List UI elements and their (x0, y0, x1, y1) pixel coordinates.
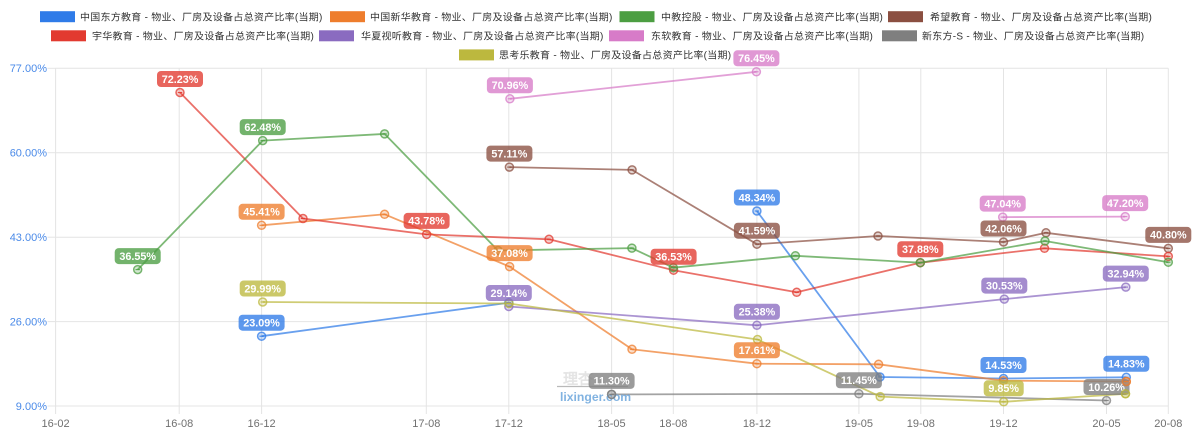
svg-text:华夏视听教育 - 物业、厂房及设备占总资产比率(当期): 华夏视听教育 - 物业、厂房及设备占总资产比率(当期) (361, 31, 604, 43)
svg-text:东软教育 - 物业、厂房及设备占总资产比率(当期): 东软教育 - 物业、厂房及设备占总资产比率(当期) (651, 31, 873, 43)
svg-text:72.23%: 72.23% (162, 74, 199, 86)
svg-text:16-12: 16-12 (248, 418, 276, 430)
svg-text:48.34%: 48.34% (739, 192, 776, 204)
svg-text:77.00%: 77.00% (10, 63, 48, 75)
svg-text:新东方-S - 物业、厂房及设备占总资产比率(当期): 新东方-S - 物业、厂房及设备占总资产比率(当期) (922, 31, 1144, 43)
svg-text:希望教育 - 物业、厂房及设备占总资产比率(当期): 希望教育 - 物业、厂房及设备占总资产比率(当期) (930, 12, 1152, 24)
svg-text:37.08%: 37.08% (491, 248, 528, 260)
svg-text:lixinger.com: lixinger.com (560, 390, 631, 404)
svg-text:19-12: 19-12 (989, 418, 1017, 430)
svg-text:37.88%: 37.88% (902, 244, 939, 256)
svg-text:36.53%: 36.53% (655, 252, 692, 264)
svg-text:10.26%: 10.26% (1088, 382, 1125, 394)
svg-text:42.06%: 42.06% (985, 223, 1022, 235)
svg-text:9.85%: 9.85% (988, 383, 1019, 395)
svg-text:57.11%: 57.11% (491, 148, 527, 160)
svg-text:29.99%: 29.99% (244, 283, 281, 295)
svg-text:18-05: 18-05 (598, 418, 626, 430)
svg-text:17-12: 17-12 (495, 418, 523, 430)
svg-text:47.04%: 47.04% (984, 198, 1021, 210)
svg-text:47.20%: 47.20% (1107, 198, 1144, 210)
svg-text:70.96%: 70.96% (492, 80, 529, 92)
svg-text:60.00%: 60.00% (10, 148, 48, 160)
svg-text:11.30%: 11.30% (594, 376, 630, 388)
svg-text:23.09%: 23.09% (243, 318, 280, 330)
svg-text:宇华教育 - 物业、厂房及设备占总资产比率(当期): 宇华教育 - 物业、厂房及设备占总资产比率(当期) (92, 31, 314, 43)
svg-text:14.83%: 14.83% (1108, 359, 1145, 371)
svg-text:29.14%: 29.14% (490, 288, 527, 300)
svg-text:中国新华教育 - 物业、厂房及设备占总资产比率(当期): 中国新华教育 - 物业、厂房及设备占总资产比率(当期) (370, 12, 613, 24)
svg-text:30.53%: 30.53% (986, 280, 1023, 292)
svg-text:20-05: 20-05 (1092, 418, 1120, 430)
svg-text:43.78%: 43.78% (408, 216, 445, 228)
svg-text:16-02: 16-02 (42, 418, 70, 430)
svg-text:9.00%: 9.00% (16, 401, 47, 413)
svg-text:25.38%: 25.38% (739, 307, 776, 319)
svg-text:45.41%: 45.41% (243, 207, 280, 219)
svg-text:17.61%: 17.61% (739, 345, 776, 357)
svg-text:36.55%: 36.55% (119, 251, 156, 263)
svg-text:中教控股 - 物业、厂房及设备占总资产比率(当期): 中教控股 - 物业、厂房及设备占总资产比率(当期) (661, 12, 883, 24)
svg-text:18-08: 18-08 (659, 418, 687, 430)
svg-text:41.59%: 41.59% (739, 226, 776, 238)
svg-text:14.53%: 14.53% (985, 360, 1022, 372)
svg-text:43.00%: 43.00% (10, 232, 48, 244)
svg-text:26.00%: 26.00% (10, 317, 48, 329)
svg-text:18-12: 18-12 (743, 418, 771, 430)
svg-text:62.48%: 62.48% (244, 122, 281, 134)
svg-text:中国东方教育 - 物业、厂房及设备占总资产比率(当期): 中国东方教育 - 物业、厂房及设备占总资产比率(当期) (80, 12, 323, 24)
svg-text:16-08: 16-08 (165, 418, 193, 430)
svg-text:19-05: 19-05 (845, 418, 873, 430)
svg-text:40.80%: 40.80% (1150, 230, 1187, 242)
svg-text:19-08: 19-08 (907, 418, 935, 430)
svg-text:32.94%: 32.94% (1107, 268, 1144, 280)
svg-text:20-08: 20-08 (1154, 418, 1182, 430)
svg-text:理杏: 理杏 (563, 371, 594, 388)
svg-text:76.45%: 76.45% (738, 53, 775, 65)
svg-text:思考乐教育 - 物业、厂房及设备占总资产比率(当期): 思考乐教育 - 物业、厂房及设备占总资产比率(当期) (499, 50, 731, 62)
svg-text:17-08: 17-08 (412, 418, 440, 430)
svg-text:11.45%: 11.45% (841, 375, 877, 387)
